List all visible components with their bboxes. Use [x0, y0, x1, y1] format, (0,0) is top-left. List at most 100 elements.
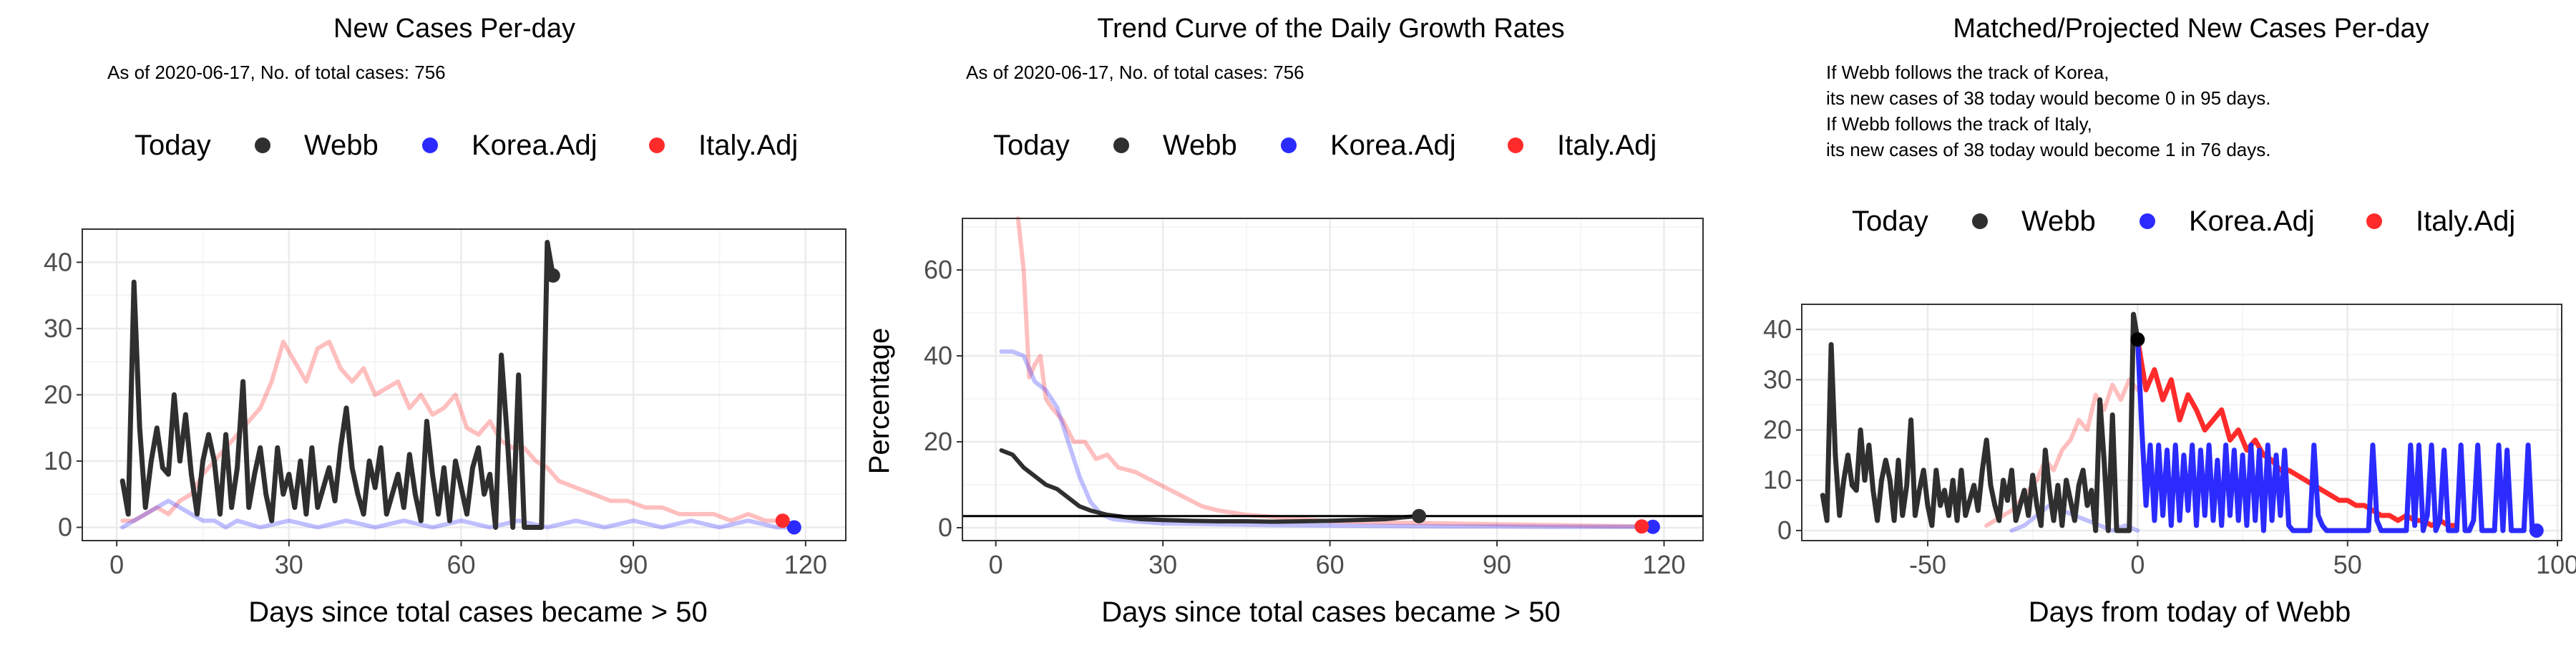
chart-new-cases: New Cases Per-day As of 2020-06-17, No. … — [44, 14, 847, 628]
legend-label-korea: Korea.Adj — [1330, 130, 1456, 161]
today-point-korea-adj — [1645, 519, 1660, 534]
y-ticks: 0 10 20 30 40 — [1763, 314, 1802, 545]
series-line-italy-adj-projected — [2135, 337, 2459, 528]
chart-title: Trend Curve of the Daily Growth Rates — [1097, 14, 1564, 44]
y-ticks: 0 20 40 60 — [924, 255, 962, 542]
today-point-korea-adj — [2529, 523, 2544, 538]
legend-label-italy: Italy.Adj — [2416, 205, 2515, 237]
series-lines — [119, 240, 796, 530]
legend-label-webb: Webb — [1163, 130, 1237, 161]
panel-border — [962, 218, 1704, 541]
series-lines — [1820, 311, 2540, 533]
series-line-italy-adj — [120, 339, 785, 523]
chart-note-line-3: If Webb follows the track of Italy, — [1826, 113, 2092, 135]
y-tick-label: 40 — [44, 247, 72, 276]
x-ticks: 0 30 60 90 120 — [989, 541, 1686, 579]
y-axis-label: Percentage — [864, 328, 895, 475]
x-tick-label: 90 — [1483, 550, 1511, 579]
series-line-webb — [1820, 311, 2140, 533]
x-axis-label: Days from today of Webb — [2029, 596, 2351, 628]
y-tick-label: 20 — [1763, 415, 1792, 445]
today-point-webb — [1412, 508, 1427, 523]
x-tick-label: 120 — [1642, 550, 1685, 579]
x-axis-label: Days since total cases became > 50 — [1101, 596, 1560, 628]
panel-border — [82, 228, 847, 541]
today-points — [545, 268, 801, 535]
y-tick-label: 10 — [1763, 465, 1792, 495]
today-points — [2130, 332, 2544, 538]
legend-key-webb — [255, 137, 270, 153]
x-tick-label: 120 — [784, 550, 827, 579]
panel-projected-cases: Matched/Projected New Cases Per-day If W… — [1717, 0, 2576, 644]
series-line-webb — [999, 448, 1422, 524]
chart-note-line-2: its new cases of 38 today would become 0… — [1826, 87, 2270, 109]
x-axis-label: Days since total cases became > 50 — [248, 596, 707, 628]
legend-key-korea — [2140, 213, 2155, 229]
y-tick-label: 30 — [44, 314, 72, 343]
y-tick-label: 30 — [1763, 364, 1792, 394]
legend-label-korea: Korea.Adj — [2189, 205, 2315, 237]
y-tick-label: 20 — [924, 427, 952, 456]
y-tick-label: 20 — [44, 379, 72, 409]
series-line-italy-adj-matched — [1984, 377, 2140, 528]
today-point-webb — [545, 268, 560, 283]
today-point-italy-adj — [775, 513, 790, 528]
chart-subtitle: As of 2020-06-17, No. of total cases: 75… — [966, 62, 1304, 83]
legend-key-webb — [1113, 137, 1129, 153]
panel-border — [1801, 304, 2562, 541]
legend-key-webb — [1972, 213, 1988, 229]
series-line-korea-adj-projected — [2135, 337, 2540, 533]
legend-key-italy — [2366, 213, 2382, 229]
grid — [962, 218, 1703, 541]
chart-title: Matched/Projected New Cases Per-day — [1953, 14, 2429, 44]
plot-area — [82, 228, 847, 541]
legend-title: Today — [993, 130, 1070, 161]
plot-area — [1801, 304, 2562, 541]
legend-label-webb: Webb — [2021, 205, 2096, 237]
chart-projected-cases: Matched/Projected New Cases Per-day If W… — [1763, 14, 2576, 628]
x-tick-label: 30 — [1148, 550, 1177, 579]
legend-label-korea: Korea.Adj — [472, 130, 597, 161]
legend-label-italy: Italy.Adj — [698, 130, 798, 161]
legend-title: Today — [135, 130, 211, 161]
x-tick-label: -50 — [1909, 550, 1946, 579]
legend-key-korea — [1281, 137, 1297, 153]
x-tick-label: 0 — [109, 550, 124, 579]
today-point-italy-adj — [1634, 519, 1649, 534]
y-tick-label: 40 — [1763, 314, 1792, 344]
chart-title: New Cases Per-day — [333, 14, 575, 44]
today-point-webb — [2130, 332, 2145, 347]
legend: Today Webb Korea.Adj Italy.Adj — [135, 130, 798, 161]
series-line-italy-adj — [1015, 216, 1644, 529]
y-tick-label: 0 — [58, 512, 72, 541]
x-tick-label: 90 — [619, 550, 648, 579]
x-tick-label: 50 — [2333, 550, 2362, 579]
x-tick-label: 0 — [2130, 550, 2145, 579]
panel-new-cases: New Cases Per-day As of 2020-06-17, No. … — [0, 0, 859, 644]
series-line-webb — [119, 240, 556, 530]
series-lines — [962, 216, 1703, 529]
plot-area — [962, 216, 1704, 541]
x-tick-label: 100 — [2536, 550, 2576, 579]
x-tick-label: 60 — [447, 550, 475, 579]
chart-note-line-1: If Webb follows the track of Korea, — [1826, 62, 2109, 83]
legend: Today Webb Korea.Adj Italy.Adj — [993, 130, 1657, 161]
y-tick-label: 0 — [938, 513, 952, 542]
x-tick-label: 0 — [989, 550, 1003, 579]
today-point-korea-adj — [786, 520, 801, 535]
grid — [82, 229, 846, 541]
panel-growth-rates: Trend Curve of the Daily Growth Rates As… — [859, 0, 1717, 644]
legend: Today Webb Korea.Adj Italy.Adj — [1852, 205, 2515, 237]
series-line-korea-adj — [120, 498, 796, 530]
series-line-korea-adj — [999, 349, 1655, 529]
y-tick-label: 40 — [924, 341, 952, 370]
today-points — [1412, 508, 1660, 534]
x-ticks: -50 0 50 100 — [1909, 541, 2576, 579]
y-ticks: 0 10 20 30 40 — [44, 247, 82, 541]
x-tick-label: 30 — [275, 550, 303, 579]
y-tick-label: 60 — [924, 255, 952, 284]
chart-note-line-4: its new cases of 38 today would become 1… — [1826, 139, 2270, 160]
legend-label-webb: Webb — [304, 130, 379, 161]
x-tick-label: 60 — [1316, 550, 1345, 579]
legend-key-italy — [1508, 137, 1523, 153]
